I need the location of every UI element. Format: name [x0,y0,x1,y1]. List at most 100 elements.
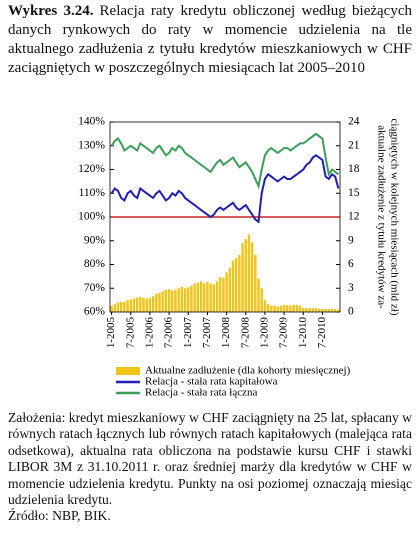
x-tick-label: 1-2005 [105,317,117,349]
bar [225,272,228,312]
bar [289,305,292,312]
bar [199,281,203,312]
bar [129,299,132,312]
y2-tick-label: 12 [348,211,360,223]
y2-tick-label: 3 [348,282,354,294]
bar [183,288,187,312]
y2-tick-label: 21 [348,139,360,151]
bar [257,278,260,312]
bar [145,298,148,312]
bar [113,304,117,312]
bar [311,308,315,312]
assumptions: Założenia: kredyt mieszkaniowy w CHF zac… [8,410,412,508]
bar [333,308,337,312]
bar [234,258,238,312]
bar [119,301,123,312]
x-tick-label: 7-2010 [316,317,328,349]
y-tick-label: 130% [78,139,105,151]
legend-label: Relacja - stała rata kapitałowa [145,376,278,388]
bar [308,308,311,312]
bar [161,291,164,312]
figure-label: Wykres 3.24. [8,3,94,19]
x-tick-label: 1-2008 [220,317,232,349]
bar [250,242,254,312]
bar [190,285,193,312]
bar [228,267,232,312]
figure-title: Relacja raty kredytu obliczonej według b… [8,3,413,76]
bar [270,305,273,312]
bar [327,308,331,312]
bar [206,281,209,312]
bar [273,305,276,312]
bar [212,284,216,312]
bar [151,296,155,312]
bar [318,308,321,312]
bar [231,260,235,312]
bar [135,297,139,312]
bar [286,304,289,312]
bar [209,283,212,312]
bar [279,305,283,312]
bar [260,288,263,312]
legend-label: Aktualne zadłużenie (dla kohorty miesięc… [145,365,351,377]
chart: 60% 70% 80% 90% 100% 110% 120% 130% 140% 0 3 6 9 12 15… [78,116,400,399]
y-tick-label: 120% [78,163,105,175]
y-tick-label: 140% [78,116,105,128]
bar [292,304,295,312]
bar [254,255,257,312]
notes: Założenia: kredyt mieszkaniowy w CHF zac… [8,410,412,525]
y2-axis-label: ciągniętych w kolejnych miesiącach (mld … [388,118,400,315]
bar [132,298,136,312]
y2-tick-label: 6 [348,258,354,270]
bar [215,281,219,312]
x-tick-label: 1-2009 [258,317,270,349]
line [110,132,339,190]
bar [203,283,206,312]
plot-frame [109,121,341,313]
bar [174,289,177,312]
bar [295,304,299,312]
bar [148,297,152,312]
bar [298,305,302,312]
y2-tick-label: 0 [348,306,354,318]
y-tick-label: 90% [84,234,106,246]
x-tick-label: 7-2005 [124,317,136,349]
bar [305,308,308,312]
x-tick-label: 1-2007 [182,317,194,349]
bar [337,309,340,312]
bar [218,277,222,312]
legend-label: Relacja - stała rata łączna [145,387,257,399]
bar [241,243,244,312]
y-tick-label: 110% [79,187,106,199]
x-tick-label: 1-2006 [143,317,155,349]
bar [314,308,318,312]
bar [330,308,334,312]
bar [263,300,267,312]
y-tick-label: 80% [84,258,106,270]
bar [171,290,174,312]
bar [155,293,158,312]
bar [180,286,184,312]
bar [266,304,270,312]
y2-tick-label: 18 [348,163,360,175]
bar [167,289,171,312]
y2-axis-label: aktualne zadłużenie z tytułu kredytów za… [375,125,387,309]
y-tick-label: 100% [78,211,105,223]
bar [123,301,126,312]
bar [196,282,200,312]
bar [238,255,241,312]
y2-tick-label: 24 [348,116,360,128]
x-tick-label: 1-2010 [297,317,309,349]
y-tick-label: 70% [84,282,106,294]
x-tick-label: 7-2009 [278,317,290,349]
bar [302,308,305,312]
bar [193,283,196,312]
legend-swatch [116,367,140,375]
bar [321,308,324,312]
bar [282,304,286,312]
bar [276,306,279,312]
bar [142,297,145,312]
bar [158,293,161,312]
bar [244,239,247,312]
